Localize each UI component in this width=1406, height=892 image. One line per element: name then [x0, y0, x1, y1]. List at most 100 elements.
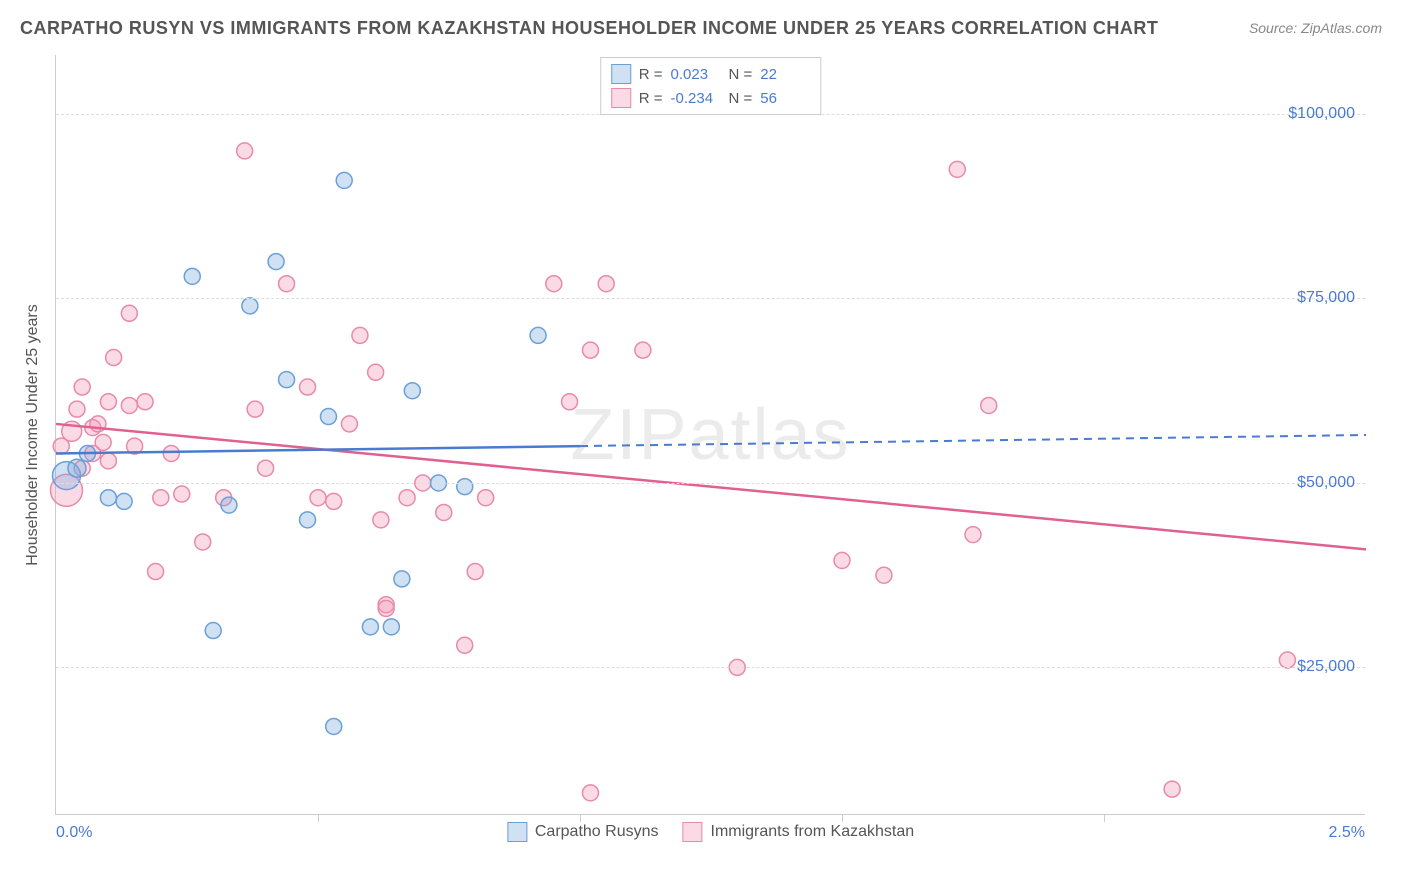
- scatter-point: [100, 490, 116, 506]
- scatter-point: [326, 718, 342, 734]
- scatter-point: [95, 434, 111, 450]
- scatter-point: [69, 401, 85, 417]
- x-tick-mark: [580, 814, 581, 822]
- y-axis-title: Householder Income Under 25 years: [24, 304, 42, 565]
- legend-stats-row: R = 0.023 N = 22: [611, 62, 811, 86]
- scatter-point: [467, 564, 483, 580]
- n-label: N =: [729, 66, 753, 83]
- scatter-point: [336, 172, 352, 188]
- scatter-point: [121, 397, 137, 413]
- x-tick-label: 0.0%: [56, 824, 92, 842]
- scatter-point: [247, 401, 263, 417]
- scatter-point: [205, 623, 221, 639]
- scatter-point: [399, 490, 415, 506]
- scatter-point: [100, 394, 116, 410]
- swatch-series-1: [683, 822, 703, 842]
- scatter-point: [530, 327, 546, 343]
- scatter-point: [1164, 781, 1180, 797]
- y-tick-label: $100,000: [1288, 105, 1355, 123]
- n-value-1: 56: [760, 90, 810, 107]
- scatter-point: [457, 637, 473, 653]
- scatter-point: [546, 276, 562, 292]
- scatter-point: [121, 305, 137, 321]
- scatter-point: [116, 493, 132, 509]
- scatter-point: [184, 268, 200, 284]
- scatter-point: [320, 409, 336, 425]
- scatter-point: [373, 512, 389, 528]
- scatter-point: [834, 552, 850, 568]
- scatter-point: [635, 342, 651, 358]
- scatter-point: [582, 342, 598, 358]
- legend-item-0: Carpatho Rusyns: [507, 822, 659, 842]
- legend-stats-row: R = -0.234 N = 56: [611, 86, 811, 110]
- y-tick-label: $50,000: [1297, 474, 1355, 492]
- scatter-point: [876, 567, 892, 583]
- x-tick-mark: [842, 814, 843, 822]
- scatter-point: [598, 276, 614, 292]
- gridline-h: [56, 298, 1365, 299]
- scatter-point: [148, 564, 164, 580]
- chart-title: CARPATHO RUSYN VS IMMIGRANTS FROM KAZAKH…: [20, 18, 1158, 39]
- scatter-point: [949, 161, 965, 177]
- scatter-point: [404, 383, 420, 399]
- x-tick-label: 2.5%: [1329, 824, 1365, 842]
- legend-item-1: Immigrants from Kazakhstan: [683, 822, 915, 842]
- scatter-point: [300, 512, 316, 528]
- trend-line-solid: [56, 424, 1366, 549]
- scatter-point: [153, 490, 169, 506]
- x-tick-mark: [318, 814, 319, 822]
- swatch-series-0: [507, 822, 527, 842]
- scatter-point: [137, 394, 153, 410]
- gridline-h: [56, 483, 1365, 484]
- gridline-h: [56, 667, 1365, 668]
- scatter-point: [174, 486, 190, 502]
- correlation-chart: CARPATHO RUSYN VS IMMIGRANTS FROM KAZAKH…: [0, 0, 1406, 892]
- scatter-point: [242, 298, 258, 314]
- scatter-point: [268, 254, 284, 270]
- y-tick-label: $25,000: [1297, 658, 1355, 676]
- trend-line-dashed: [580, 435, 1366, 446]
- legend-label-1: Immigrants from Kazakhstan: [711, 823, 915, 841]
- scatter-point: [163, 445, 179, 461]
- scatter-point: [394, 571, 410, 587]
- scatter-point: [582, 785, 598, 801]
- scatter-point: [237, 143, 253, 159]
- r-label: R =: [639, 66, 663, 83]
- scatter-point: [478, 490, 494, 506]
- scatter-point: [368, 364, 384, 380]
- scatter-point: [106, 350, 122, 366]
- scatter-point: [300, 379, 316, 395]
- scatter-point: [362, 619, 378, 635]
- scatter-point: [74, 379, 90, 395]
- scatter-point: [562, 394, 578, 410]
- n-value-0: 22: [760, 66, 810, 83]
- legend-series-box: Carpatho Rusyns Immigrants from Kazakhst…: [507, 822, 914, 842]
- swatch-series-0: [611, 64, 631, 84]
- scatter-point: [378, 600, 394, 616]
- scatter-point: [981, 397, 997, 413]
- source-attribution: Source: ZipAtlas.com: [1249, 20, 1382, 36]
- scatter-point: [279, 276, 295, 292]
- swatch-series-1: [611, 88, 631, 108]
- scatter-point: [1279, 652, 1295, 668]
- scatter-point: [100, 453, 116, 469]
- y-tick-label: $75,000: [1297, 289, 1355, 307]
- n-label: N =: [729, 90, 753, 107]
- x-tick-mark: [1104, 814, 1105, 822]
- r-value-1: -0.234: [671, 90, 721, 107]
- scatter-point: [279, 372, 295, 388]
- scatter-point: [457, 479, 473, 495]
- scatter-point: [436, 504, 452, 520]
- r-label: R =: [639, 90, 663, 107]
- plot-svg: [56, 55, 1365, 814]
- plot-area: ZIPatlas R = 0.023 N = 22 R = -0.234 N =…: [55, 55, 1365, 815]
- scatter-point: [383, 619, 399, 635]
- legend-label-0: Carpatho Rusyns: [535, 823, 659, 841]
- scatter-point: [221, 497, 237, 513]
- legend-stats-box: R = 0.023 N = 22 R = -0.234 N = 56: [600, 57, 822, 115]
- scatter-point: [68, 459, 86, 477]
- scatter-point: [352, 327, 368, 343]
- scatter-point: [195, 534, 211, 550]
- scatter-point: [258, 460, 274, 476]
- r-value-0: 0.023: [671, 66, 721, 83]
